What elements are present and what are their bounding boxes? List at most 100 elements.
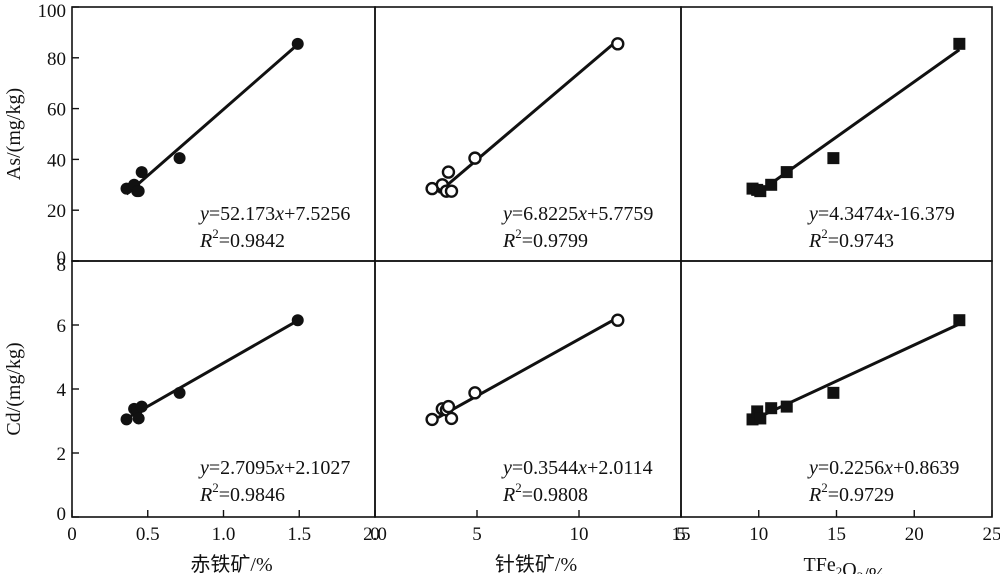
y-tick-label: 20	[47, 201, 66, 222]
eq-part: x	[883, 457, 893, 479]
eq-part: y	[501, 203, 512, 225]
data-point	[120, 413, 133, 426]
x-tick-label: 15	[672, 524, 691, 545]
data-point	[441, 165, 456, 179]
data-point	[468, 386, 482, 400]
panel-grid: 020406080100As/(mg/kg)y=52.173x+7.5256R2…	[3, 1, 1000, 574]
data-point	[765, 178, 778, 191]
r2-part: =0.9743	[828, 230, 894, 252]
eq-part: =2.7095	[209, 457, 275, 479]
eq-part: -16.379	[893, 203, 955, 225]
data-point	[953, 37, 966, 50]
eq-part: y	[198, 203, 209, 225]
x-axis-label-part: O	[842, 559, 856, 574]
y-axis-label: Cd/(mg/kg)	[3, 342, 25, 435]
eq-part: y	[501, 457, 512, 479]
r2-part: 2	[515, 226, 522, 241]
y-tick-label: 100	[38, 1, 67, 22]
regression-equation: y=52.173x+7.5256	[198, 203, 350, 225]
regression-line	[437, 40, 617, 194]
r2-part: R	[199, 230, 212, 252]
eq-part: +7.5256	[284, 203, 350, 225]
panel-p1: 020406080100As/(mg/kg)y=52.173x+7.5256R2…	[3, 1, 376, 269]
y-tick-label: 6	[57, 316, 67, 337]
x-axis-label-part: 赤铁矿/%	[190, 553, 272, 574]
eq-part: y	[807, 457, 818, 479]
x-tick-label: 1.0	[212, 524, 236, 545]
data-point	[173, 152, 186, 165]
eq-part: =0.2256	[818, 457, 884, 479]
eq-part: +2.1027	[284, 457, 350, 479]
y-tick-label: 60	[47, 100, 66, 121]
x-tick-label: 25	[983, 524, 1000, 545]
data-point	[468, 151, 482, 165]
data-point	[291, 37, 304, 50]
regression-line	[125, 320, 297, 420]
r2-part: R	[199, 484, 212, 506]
data-point	[135, 400, 148, 413]
x-tick-label: 10	[570, 524, 589, 545]
x-tick-label: 5	[472, 524, 482, 545]
eq-part: x	[577, 203, 587, 225]
data-point	[754, 185, 767, 198]
eq-part: x	[883, 203, 893, 225]
x-axis-label: TFe2O3/%	[804, 554, 886, 574]
y-tick-label: 40	[47, 150, 66, 171]
y-tick-label: 0	[57, 504, 67, 525]
data-point	[780, 166, 793, 179]
r2-part: R	[502, 230, 515, 252]
x-axis-label-part: 针铁矿/%	[495, 553, 577, 574]
r2-part: R	[808, 484, 821, 506]
eq-part: y	[807, 203, 818, 225]
r2-part: 2	[515, 480, 522, 495]
x-axis-label-part: /%	[863, 564, 885, 574]
r-squared: R2=0.9799	[502, 226, 588, 252]
y-tick-label: 8	[57, 255, 67, 276]
x-axis-label-part: TFe	[804, 554, 836, 574]
y-tick-label: 2	[57, 444, 67, 465]
r2-part: =0.9842	[219, 230, 285, 252]
regression-equation: y=2.7095x+2.1027	[198, 457, 350, 479]
r2-part: 2	[212, 226, 219, 241]
r2-part: =0.9729	[828, 484, 894, 506]
eq-part: =6.8225	[512, 203, 578, 225]
data-point	[291, 314, 304, 327]
eq-part: +2.0114	[587, 457, 653, 479]
y-tick-label: 0	[57, 248, 67, 269]
panel-p6: 510152025TFe2O3/%y=0.2256x+0.8639R2=0.97…	[676, 260, 1000, 574]
data-point	[754, 412, 767, 425]
data-point	[611, 37, 625, 51]
eq-part: =52.173	[209, 203, 275, 225]
r2-part: 2	[821, 480, 828, 495]
x-tick-label: 15	[827, 524, 846, 545]
data-point	[827, 386, 840, 399]
regression-equation: y=0.2256x+0.8639	[807, 457, 959, 479]
panel-p4: 0 2 4 6 8 0 0.5 1.0 1.5 2.0 Cd/(mg/kg) 赤铁矿/% y=2.709…	[3, 255, 387, 574]
data-point	[444, 411, 459, 426]
data-point	[953, 314, 966, 327]
eq-part: y	[198, 457, 209, 479]
eq-part: =0.3544	[512, 457, 578, 479]
data-point	[173, 386, 186, 399]
data-point	[611, 313, 625, 327]
r2-part: 2	[821, 226, 828, 241]
eq-part: x	[274, 457, 284, 479]
data-point	[780, 400, 793, 413]
eq-part: =4.3474	[818, 203, 884, 225]
regression-line	[437, 317, 617, 419]
x-axis-label-part: 3	[857, 569, 864, 574]
x-tick-label: 10	[749, 524, 768, 545]
x-tick-label: 5	[676, 524, 686, 545]
r-squared: R2=0.9846	[199, 480, 285, 506]
x-tick-label: 1.5	[287, 524, 311, 545]
r-squared: R2=0.9743	[808, 226, 894, 252]
eq-part: x	[274, 203, 284, 225]
data-point	[132, 185, 145, 198]
data-point	[765, 402, 778, 415]
data-point	[135, 166, 148, 179]
y-axis-label: As/(mg/kg)	[3, 88, 25, 180]
data-point	[827, 152, 840, 165]
r-squared: R2=0.9842	[199, 226, 285, 252]
